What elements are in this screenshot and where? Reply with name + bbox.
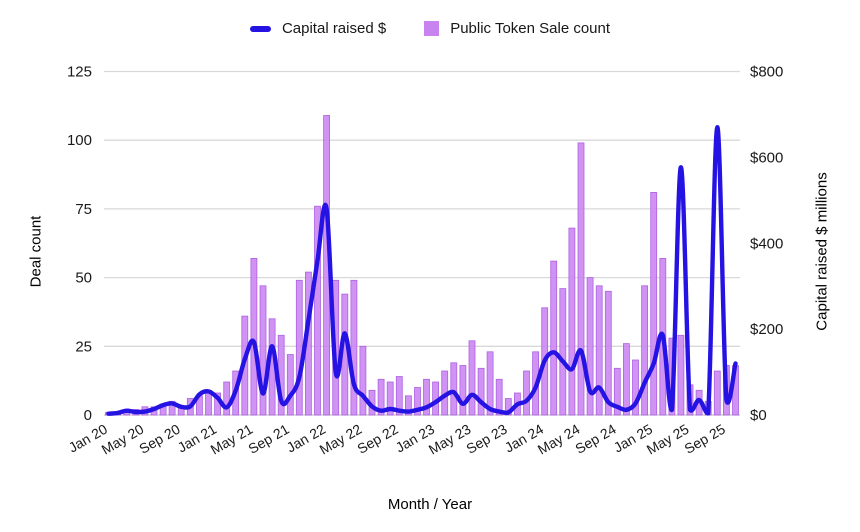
bar-Feb-24 <box>550 260 558 416</box>
bar-Nov-22 <box>414 387 421 416</box>
bar-Aug-24 <box>604 290 612 416</box>
left-axis-tick-100: 100 <box>67 132 92 149</box>
bar-Aug-23 <box>495 378 503 416</box>
bar-Apr-23 <box>459 365 467 416</box>
left-axis-tick-75: 75 <box>75 201 92 218</box>
bar-May-22 <box>359 345 367 416</box>
right-axis-tick-600: $600 <box>750 149 783 166</box>
bar-Nov-23 <box>523 370 530 416</box>
bar-Sep-21 <box>286 354 294 416</box>
right-axis-tick-400: $400 <box>750 235 783 252</box>
x-axis-tick-Sep-25: Sep 25 <box>681 421 728 457</box>
x-axis-tick-Sep-20: Sep 20 <box>136 421 183 457</box>
bar-Sep-22 <box>395 376 403 416</box>
bar-Nov-24 <box>632 359 639 416</box>
capital-raised-line <box>106 125 738 416</box>
bar-Jul-24 <box>595 285 603 416</box>
x-axis-tick-Sep-21: Sep 21 <box>245 421 292 457</box>
bar-Apr-25 <box>677 334 685 416</box>
bar-Oct-24 <box>623 343 630 416</box>
bar-Dec-24 <box>641 285 648 416</box>
x-axis-tick-May-25: May 25 <box>644 421 692 458</box>
legend-label-token-sale-count: Public Token Sale count <box>450 20 611 37</box>
bar-Dec-22 <box>423 378 430 416</box>
bar-May-23 <box>468 340 476 416</box>
legend-item-token-sale-count[interactable]: Public Token Sale count <box>424 20 610 37</box>
left-axis-tick-25: 25 <box>75 338 92 355</box>
bar-Aug-22 <box>386 381 394 416</box>
bar-Sep-23 <box>504 398 512 416</box>
bar-Jun-24 <box>586 277 594 416</box>
bar-Aug-25 <box>713 370 721 416</box>
x-axis-tick-Sep-23: Sep 23 <box>463 421 510 457</box>
left-axis-tick-0: 0 <box>84 407 92 424</box>
x-axis-tick-May-20: May 20 <box>99 421 147 458</box>
bar-Oct-21 <box>295 279 303 416</box>
capital-raised-line-swatch-icon <box>249 25 271 32</box>
left-axis-title: Deal count <box>27 215 45 288</box>
x-axis-tick-May-21: May 21 <box>208 421 256 458</box>
bar-Jul-22 <box>377 378 385 416</box>
left-axis-tick-125: 125 <box>67 64 92 81</box>
right-axis-tick-0: $0 <box>750 407 767 424</box>
bar-Jan-25 <box>650 191 658 416</box>
right-axis-tick-200: $200 <box>750 321 783 338</box>
x-axis-tick-May-24: May 24 <box>535 421 583 458</box>
x-axis-tick-May-23: May 23 <box>426 421 474 458</box>
x-axis-tick-Sep-22: Sep 22 <box>354 421 401 457</box>
bar-Jul-23 <box>486 351 494 416</box>
legend-label-capital-raised: Capital raised $ <box>281 20 387 37</box>
token-sale-square-swatch-icon <box>424 21 440 36</box>
left-axis-tick-50: 50 <box>75 270 92 287</box>
legend-item-capital-raised[interactable]: Capital raised $ <box>249 20 387 37</box>
x-axis-tick-Sep-24: Sep 24 <box>572 421 619 457</box>
bar-Jun-23 <box>477 367 485 416</box>
bar-May-21 <box>250 257 258 416</box>
bar-Dec-21 <box>314 205 321 416</box>
chart-legend: Capital raised $ Public Token Sale count <box>0 20 860 37</box>
bar-Jun-21 <box>259 285 267 416</box>
x-axis-title: Month / Year <box>387 496 473 513</box>
bar-Mar-23 <box>450 362 458 416</box>
bar-Mar-24 <box>559 288 567 416</box>
bar-Apr-22 <box>350 279 358 416</box>
right-axis-tick-800: $800 <box>750 64 783 81</box>
bar-Apr-24 <box>568 227 576 416</box>
bar-Feb-21 <box>223 381 231 416</box>
bar-May-24 <box>577 142 585 416</box>
bar-Sep-24 <box>613 367 621 416</box>
x-axis-tick-May-22: May 22 <box>317 421 365 458</box>
bar-Oct-22 <box>404 395 412 416</box>
right-axis-title: Capital raised $ millions <box>813 172 831 331</box>
